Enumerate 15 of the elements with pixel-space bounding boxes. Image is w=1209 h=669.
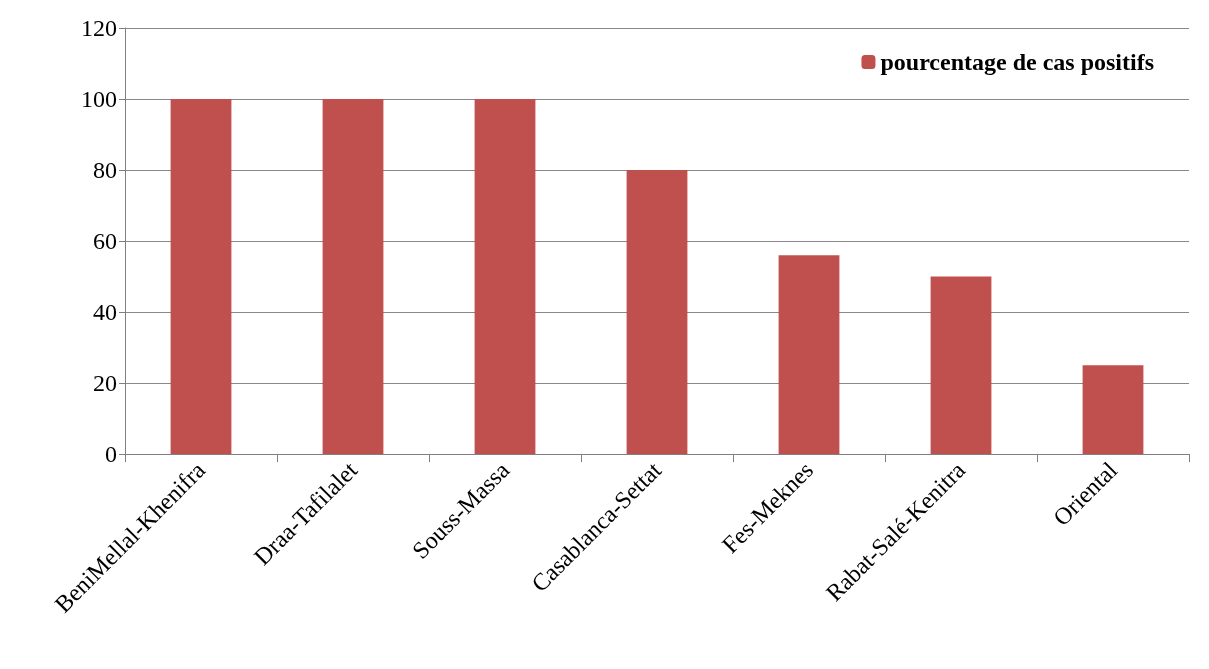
- y-tick-label: 120: [81, 15, 117, 41]
- bar: [1082, 365, 1144, 454]
- y-tick-label: 100: [81, 86, 117, 112]
- y-tick-label: 60: [93, 228, 117, 254]
- bar: [322, 99, 384, 454]
- y-tick-label: 80: [93, 157, 117, 183]
- y-tick-label: 0: [105, 441, 117, 467]
- bar: [778, 255, 840, 454]
- y-tick-label: 40: [93, 299, 117, 325]
- bar: [626, 170, 688, 454]
- bar: [474, 99, 536, 454]
- bar: [930, 276, 992, 454]
- bar: [170, 99, 232, 454]
- legend-label: pourcentage de cas positifs: [880, 49, 1155, 75]
- y-tick-label: 20: [93, 370, 117, 396]
